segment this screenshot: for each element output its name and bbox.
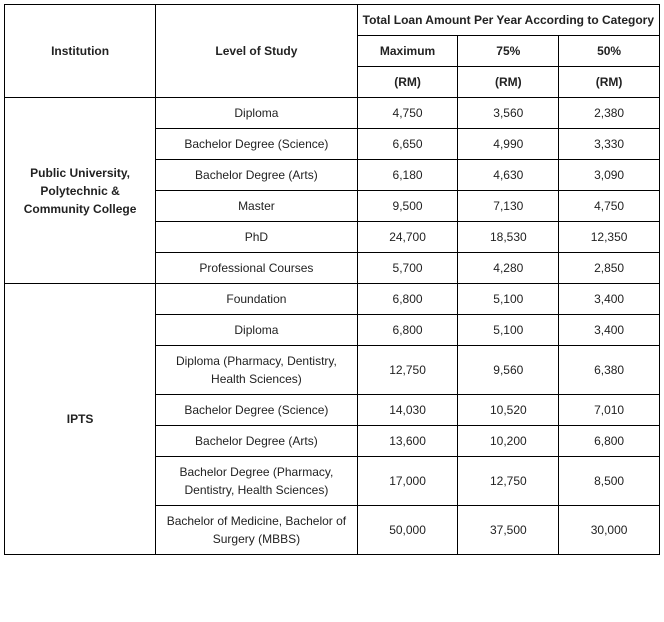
- cell-max: 17,000: [357, 457, 458, 506]
- cell-p50: 6,380: [559, 346, 660, 395]
- header-75: 75%: [458, 36, 559, 67]
- table-row: IPTSFoundation6,8005,1003,400: [5, 284, 660, 315]
- cell-p75: 10,200: [458, 426, 559, 457]
- cell-p50: 30,000: [559, 506, 660, 555]
- cell-p50: 3,400: [559, 284, 660, 315]
- cell-p75: 4,280: [458, 253, 559, 284]
- header-level: Level of Study: [156, 5, 358, 98]
- cell-max: 9,500: [357, 191, 458, 222]
- header-rm-75: (RM): [458, 67, 559, 98]
- cell-p50: 3,400: [559, 315, 660, 346]
- cell-p50: 3,330: [559, 129, 660, 160]
- header-rm-50: (RM): [559, 67, 660, 98]
- header-institution: Institution: [5, 5, 156, 98]
- cell-p50: 6,800: [559, 426, 660, 457]
- cell-max: 6,650: [357, 129, 458, 160]
- cell-max: 5,700: [357, 253, 458, 284]
- cell-p50: 12,350: [559, 222, 660, 253]
- cell-p75: 12,750: [458, 457, 559, 506]
- cell-level: Bachelor Degree (Pharmacy, Dentistry, He…: [156, 457, 358, 506]
- cell-level: Professional Courses: [156, 253, 358, 284]
- cell-p50: 2,850: [559, 253, 660, 284]
- cell-max: 6,800: [357, 315, 458, 346]
- header-rm-max: (RM): [357, 67, 458, 98]
- cell-p75: 9,560: [458, 346, 559, 395]
- cell-p75: 10,520: [458, 395, 559, 426]
- cell-p50: 3,090: [559, 160, 660, 191]
- cell-level: Diploma: [156, 315, 358, 346]
- header-total-loan: Total Loan Amount Per Year According to …: [357, 5, 659, 36]
- cell-level: Master: [156, 191, 358, 222]
- table-header: Institution Level of Study Total Loan Am…: [5, 5, 660, 98]
- table-row: Public University, Polytechnic & Communi…: [5, 98, 660, 129]
- cell-p75: 37,500: [458, 506, 559, 555]
- header-50: 50%: [559, 36, 660, 67]
- header-row-1: Institution Level of Study Total Loan Am…: [5, 5, 660, 36]
- cell-p75: 4,990: [458, 129, 559, 160]
- cell-max: 6,180: [357, 160, 458, 191]
- cell-level: PhD: [156, 222, 358, 253]
- cell-p75: 4,630: [458, 160, 559, 191]
- cell-level: Bachelor Degree (Arts): [156, 160, 358, 191]
- cell-level: Bachelor of Medicine, Bachelor of Surger…: [156, 506, 358, 555]
- cell-max: 50,000: [357, 506, 458, 555]
- cell-max: 12,750: [357, 346, 458, 395]
- cell-max: 4,750: [357, 98, 458, 129]
- cell-p50: 2,380: [559, 98, 660, 129]
- cell-max: 13,600: [357, 426, 458, 457]
- cell-level: Bachelor Degree (Science): [156, 395, 358, 426]
- cell-p50: 4,750: [559, 191, 660, 222]
- cell-max: 6,800: [357, 284, 458, 315]
- cell-institution: IPTS: [5, 284, 156, 555]
- cell-max: 14,030: [357, 395, 458, 426]
- cell-level: Diploma (Pharmacy, Dentistry, Health Sci…: [156, 346, 358, 395]
- cell-max: 24,700: [357, 222, 458, 253]
- cell-level: Bachelor Degree (Science): [156, 129, 358, 160]
- cell-p75: 3,560: [458, 98, 559, 129]
- cell-level: Foundation: [156, 284, 358, 315]
- cell-level: Diploma: [156, 98, 358, 129]
- cell-p75: 5,100: [458, 284, 559, 315]
- header-max: Maximum: [357, 36, 458, 67]
- cell-p50: 7,010: [559, 395, 660, 426]
- loan-table: Institution Level of Study Total Loan Am…: [4, 4, 660, 555]
- cell-p75: 5,100: [458, 315, 559, 346]
- cell-level: Bachelor Degree (Arts): [156, 426, 358, 457]
- table-body: Public University, Polytechnic & Communi…: [5, 98, 660, 555]
- cell-institution: Public University, Polytechnic & Communi…: [5, 98, 156, 284]
- cell-p75: 7,130: [458, 191, 559, 222]
- cell-p75: 18,530: [458, 222, 559, 253]
- cell-p50: 8,500: [559, 457, 660, 506]
